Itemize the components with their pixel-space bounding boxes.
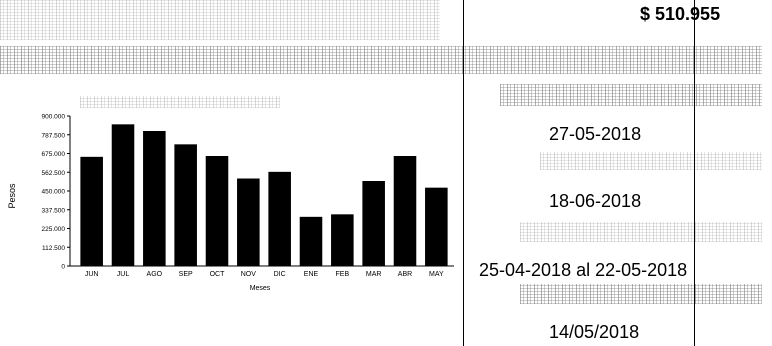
y-tick-label: 562.500 xyxy=(42,170,66,177)
x-tick-label: SEP xyxy=(179,271,193,278)
x-tick-label: OCT xyxy=(210,271,226,278)
scan-noise-band-5 xyxy=(520,284,762,304)
bar-sep xyxy=(174,144,197,266)
x-tick-label: ENE xyxy=(304,271,319,278)
consumption-bar-chart: 900.000 787.500 675.000 562.500 450.000 337.5… xyxy=(7,114,454,292)
x-tick-label: JUL xyxy=(117,271,130,278)
bar-mar xyxy=(362,181,385,266)
y-tick-label: 787.500 xyxy=(42,132,66,139)
x-axis-label: Meses xyxy=(250,285,271,292)
billing-period: 25-04-2018 al 22-05-2018 xyxy=(479,260,688,280)
issue-date: 14/05/2018 xyxy=(549,322,640,342)
column-divider-left xyxy=(463,0,464,346)
bar-abr xyxy=(393,156,417,266)
column-divider-right xyxy=(694,0,695,346)
bar-dic xyxy=(268,171,291,266)
scan-noise-chart-top xyxy=(80,96,280,108)
x-ticks-group: JUN JUL AGO SEP OCT NOV DIC ENE FEB MAR ABR MAY xyxy=(85,271,444,278)
x-tick-label: MAR xyxy=(366,271,382,278)
amount-value: $ 510.955 xyxy=(640,4,721,24)
scan-noise-top xyxy=(0,0,440,40)
scan-noise-band-4 xyxy=(520,222,762,242)
x-tick-label: FEB xyxy=(336,271,350,278)
x-tick-label: NOV xyxy=(241,271,257,278)
bar-oct xyxy=(205,156,229,266)
next-date: 18-06-2018 xyxy=(549,191,642,211)
bar-may xyxy=(425,187,448,266)
y-tick-label: 112.500 xyxy=(42,245,65,252)
bar-feb xyxy=(331,214,354,266)
bar-jun xyxy=(80,156,103,266)
bar-nov xyxy=(237,178,260,266)
bar-jul xyxy=(111,124,135,266)
y-tick-label: 900.000 xyxy=(42,114,66,121)
y-tick-label: 337.500 xyxy=(42,207,66,214)
x-tick-label: AGO xyxy=(147,271,163,278)
bar-ene xyxy=(299,216,323,266)
scan-noise-band-2 xyxy=(500,84,762,106)
y-tick-label: 450.000 xyxy=(42,189,66,196)
x-tick-label: JUN xyxy=(85,271,99,278)
scan-noise-band-1 xyxy=(0,46,762,74)
y-tick-label: 675.000 xyxy=(42,151,66,158)
bars-group xyxy=(80,124,448,266)
bar-ago xyxy=(143,131,166,266)
x-tick-label: MAY xyxy=(429,271,444,278)
y-tick-label: 225.000 xyxy=(42,226,66,233)
y-axis-label: Pesos xyxy=(7,183,17,209)
x-tick-label: DIC xyxy=(274,271,286,278)
due-date: 27-05-2018 xyxy=(549,124,642,144)
y-ticks-group: 900.000 787.500 675.000 562.500 450.000 337.5… xyxy=(42,114,70,271)
y-tick-label: 0 xyxy=(61,264,65,271)
scan-noise-band-3 xyxy=(540,152,762,170)
x-tick-label: ABR xyxy=(398,271,412,278)
